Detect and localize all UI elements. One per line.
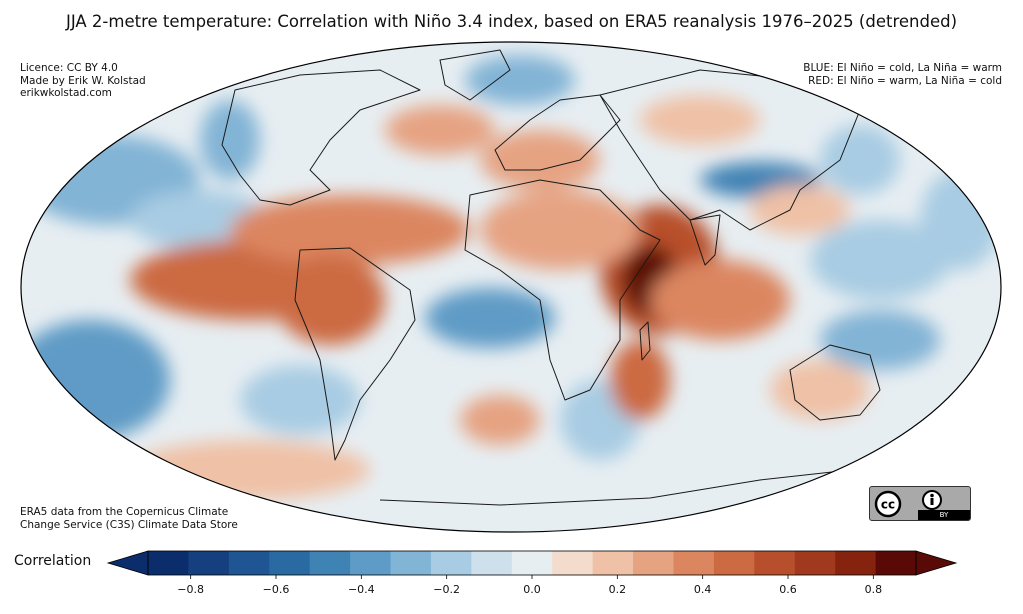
colorbar-segment xyxy=(673,551,715,575)
credits-block: Licence: CC BY 4.0 Made by Erik W. Kolst… xyxy=(20,62,146,100)
madagascar-coast xyxy=(639,321,651,361)
cold-area xyxy=(21,320,170,440)
colorbar-segment xyxy=(228,551,270,575)
greenland-coast xyxy=(439,49,511,101)
colorbar-tick-label: 0.4 xyxy=(694,583,712,596)
cold-area xyxy=(425,288,555,348)
colorbar-tick-label: 0.6 xyxy=(779,583,797,596)
india-coast xyxy=(689,214,721,266)
colorbar-tick-label: 0.8 xyxy=(865,583,883,596)
cold-area xyxy=(465,55,575,105)
colorbar-segment xyxy=(754,551,796,575)
colorbar-extend-low xyxy=(106,550,149,576)
colorbar-tick-label: −0.4 xyxy=(348,583,375,596)
license-text: Licence: CC BY 4.0 xyxy=(20,62,118,74)
website-text: erikwkolstad.com xyxy=(20,87,112,99)
warm-area xyxy=(750,185,850,235)
anomaly-patches xyxy=(21,55,1000,500)
warm-area xyxy=(650,260,790,340)
north-america-coast xyxy=(221,69,421,206)
cc-text: cc xyxy=(881,498,895,512)
colorbar-segment xyxy=(350,551,392,575)
source-block: ERA5 data from the Copernicus Climate Ch… xyxy=(20,506,238,531)
cold-area xyxy=(200,100,260,180)
cc-circle-icon xyxy=(874,490,902,518)
warm-area xyxy=(480,130,600,190)
person-head-icon xyxy=(930,493,934,498)
warm-area xyxy=(480,190,640,270)
colorbar-tick-label: −0.8 xyxy=(177,583,204,596)
colorbar-segment xyxy=(511,551,553,575)
colorbar-extend-high xyxy=(915,550,958,576)
warm-area xyxy=(640,95,760,145)
person-body-icon xyxy=(930,498,934,505)
warm-area xyxy=(610,340,670,420)
colorbar-segment xyxy=(794,551,836,575)
warm-area xyxy=(385,105,495,155)
colorbar-tick-label: 0.2 xyxy=(609,583,627,596)
colorbar-segment xyxy=(633,551,674,575)
colorbar-segment xyxy=(835,551,877,575)
colorbar-segment xyxy=(188,551,230,575)
colorbar-segment xyxy=(552,551,594,575)
red-note: RED: El Niño = warm, La Niña = cold xyxy=(808,74,1002,87)
colorbar-tick-label: −0.6 xyxy=(263,583,290,596)
warm-area xyxy=(460,395,540,445)
warm-area xyxy=(230,195,470,265)
colorbar-segment xyxy=(390,551,432,575)
colorbar-segment xyxy=(148,551,189,575)
map-title: JJA 2-metre temperature: Correlation wit… xyxy=(65,12,958,31)
europe-coast xyxy=(494,94,621,171)
legend-notes: BLUE: El Niño = cold, La Niña = warm RED… xyxy=(803,62,1002,87)
south-america-coast xyxy=(294,247,416,461)
colorbar-segment xyxy=(875,551,917,575)
cold-area xyxy=(820,125,900,195)
colorbar-segment xyxy=(471,551,513,575)
source-line-2: Change Service (C3S) Climate Data Store xyxy=(20,518,238,531)
source-line-1: ERA5 data from the Copernicus Climate xyxy=(20,506,229,518)
cold-area xyxy=(820,310,940,370)
colorbar-segment xyxy=(309,551,351,575)
blue-note: BLUE: El Niño = cold, La Niña = warm xyxy=(803,62,1002,74)
colorbar-segment xyxy=(592,551,634,575)
author-text: Made by Erik W. Kolstad xyxy=(20,74,146,87)
by-label: BY xyxy=(918,510,970,520)
cold-area xyxy=(810,220,950,300)
colorbar-label: Correlation xyxy=(14,553,92,569)
cold-area xyxy=(240,365,360,435)
warm-area xyxy=(275,255,385,345)
australia-coast xyxy=(789,344,881,421)
globe-outline xyxy=(20,41,1002,533)
colorbar-segment xyxy=(713,551,755,575)
africa-coast xyxy=(464,179,661,401)
cc-by-badge: cc BY xyxy=(869,486,971,521)
colorbar-tick-label: −0.2 xyxy=(433,583,460,596)
cold-area xyxy=(920,170,1000,270)
colorbar: −0.8 −0.6 −0.4 −0.2 0.0 0.2 0.4 0.6 0.8 xyxy=(106,550,958,596)
colorbar-tick-label: 0.0 xyxy=(523,583,541,596)
colorbar-segment xyxy=(269,551,311,575)
warm-area xyxy=(770,360,870,420)
colorbar-segment xyxy=(430,551,472,575)
cc-by-graphic: cc xyxy=(874,490,942,518)
